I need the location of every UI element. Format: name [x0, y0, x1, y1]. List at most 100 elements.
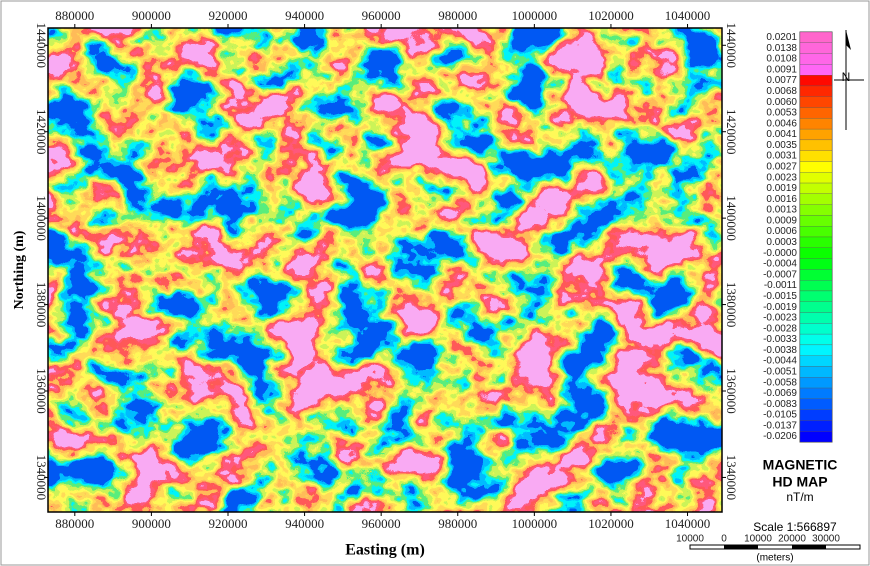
colorbar-label: -0.0038 [763, 345, 797, 356]
colorbar-swatch [799, 387, 833, 399]
x-tick-label: 920000 [208, 8, 247, 23]
colorbar-swatch [799, 344, 833, 356]
colorbar-label: -0.0000 [763, 248, 797, 259]
colorbar-label: -0.0105 [763, 410, 797, 421]
colorbar-label: -0.0033 [763, 334, 797, 345]
colorbar-swatch [799, 118, 833, 130]
colorbar-label: 0.0077 [766, 75, 797, 86]
colorbar-label: -0.0015 [763, 291, 797, 302]
colorbar-label: -0.0011 [764, 280, 798, 291]
colorbar-label: 0.0138 [766, 43, 797, 54]
scale-text: Scale 1:566897 [753, 520, 837, 534]
y-tick-label: 1400000 [724, 195, 739, 241]
colorbar-label: 0.0041 [766, 129, 797, 140]
colorbar-swatch [799, 301, 833, 313]
x-tick-label: 880000 [55, 8, 94, 23]
colorbar-label: 0.0108 [766, 54, 797, 65]
magnetic-map-image [48, 28, 722, 512]
x-tick-label: 1040000 [665, 516, 711, 531]
colorbar-swatch [799, 204, 833, 216]
colorbar-label: -0.0083 [763, 399, 797, 410]
x-tick-label: 920000 [208, 516, 247, 531]
colorbar-label: 0.0019 [766, 183, 797, 194]
colorbar-swatch [799, 280, 833, 292]
north-arrow-head [846, 30, 851, 50]
x-tick-label: 940000 [285, 516, 324, 531]
colorbar-swatch [799, 150, 833, 162]
colorbar-label: 0.0091 [766, 64, 797, 75]
y-axis-label: Northing (m) [12, 230, 27, 309]
colorbar-swatch [799, 236, 833, 248]
colorbar-label: 0.0035 [766, 140, 797, 151]
colorbar-label: -0.0069 [763, 388, 797, 399]
colorbar-label: -0.0028 [763, 323, 797, 334]
legend-title: HD MAP [772, 474, 827, 490]
colorbar-swatch [799, 107, 833, 119]
x-tick-label: 960000 [362, 516, 401, 531]
colorbar-label: 0.0016 [766, 194, 797, 205]
x-tick-label: 880000 [55, 516, 94, 531]
colorbar-swatch [799, 269, 833, 281]
scale-bar-label: 30000 [812, 534, 840, 545]
colorbar-label: -0.0206 [763, 431, 797, 442]
scale-bar-label: 0 [721, 534, 727, 545]
colorbar-label: 0.0053 [766, 108, 797, 119]
colorbar-swatch [799, 31, 833, 43]
colorbar-swatch [799, 172, 833, 184]
colorbar-swatch [799, 64, 833, 76]
colorbar-swatch [799, 398, 833, 410]
scale-bar-segment [724, 545, 758, 549]
colorbar-swatch [799, 161, 833, 173]
colorbar-swatch [799, 366, 833, 378]
colorbar-swatch [799, 377, 833, 389]
colorbar-swatch [799, 333, 833, 346]
colorbar-label: 0.0006 [766, 226, 797, 237]
colorbar-label: 0.0031 [766, 151, 797, 162]
scale-unit: (meters) [756, 553, 793, 564]
colorbar-swatch [799, 75, 833, 87]
y-tick-label: 1400000 [34, 195, 49, 241]
y-tick-label: 1380000 [724, 282, 739, 328]
x-tick-label: 980000 [438, 8, 477, 23]
colorbar-label: -0.0044 [763, 356, 797, 367]
scale-bar-label: 10000 [744, 534, 772, 545]
colorbar-label: -0.0004 [763, 259, 797, 270]
colorbar-label: 0.0027 [766, 162, 797, 173]
colorbar-swatch [799, 312, 833, 324]
y-tick-label: 1340000 [724, 455, 739, 501]
colorbar-swatch [799, 226, 833, 238]
north-label: N [842, 70, 851, 84]
x-tick-label: 1020000 [588, 8, 634, 23]
colorbar-swatch [799, 258, 833, 270]
colorbar-swatch [799, 85, 833, 97]
x-tick-label: 940000 [285, 8, 324, 23]
map-border [47, 27, 723, 513]
legend-unit: nT/m [786, 490, 813, 504]
y-tick-label: 1420000 [34, 109, 49, 155]
y-tick-label: 1360000 [34, 368, 49, 414]
scale-bar-label: 10000 [676, 534, 704, 545]
colorbar-swatch [799, 42, 833, 54]
x-tick-label: 900000 [132, 8, 171, 23]
y-tick-label: 1360000 [724, 368, 739, 414]
colorbar-swatch [799, 182, 833, 194]
colorbar-swatch [799, 128, 833, 141]
colorbar-label: 0.0068 [766, 86, 797, 97]
y-tick-label: 1420000 [724, 109, 739, 155]
colorbar-swatch [799, 193, 833, 205]
x-axis-label: Easting (m) [345, 542, 425, 559]
colorbar-swatch [799, 53, 833, 65]
colorbar-label: -0.0019 [763, 302, 797, 313]
colorbar-swatch [799, 420, 833, 432]
scale-bar-segment [792, 545, 826, 549]
x-tick-label: 1040000 [665, 8, 711, 23]
colorbar-swatch [799, 323, 833, 335]
x-tick-label: 1020000 [588, 516, 634, 531]
colorbar-label: -0.0007 [763, 269, 797, 280]
scale-bar [689, 544, 861, 550]
colorbar-label: 0.0003 [766, 237, 797, 248]
colorbar-swatch [799, 96, 833, 108]
